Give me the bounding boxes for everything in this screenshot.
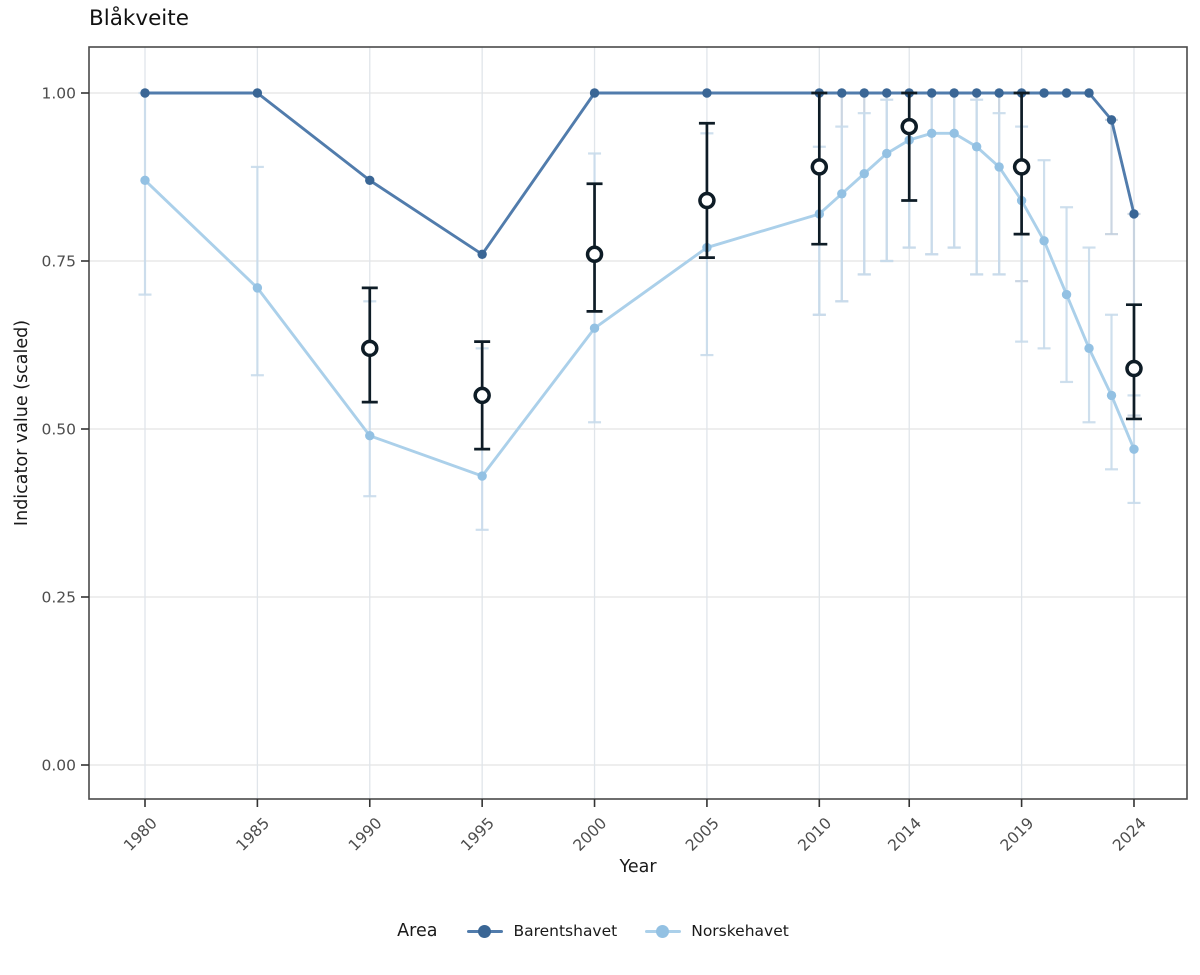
black-open-point: [810, 158, 829, 176]
x-tick-label: 2019: [997, 814, 1038, 855]
norskehavet-point: [1039, 236, 1049, 246]
norskehavet-point: [971, 142, 982, 152]
norskehavet-point: [365, 431, 375, 441]
norskehavet-point: [882, 148, 892, 159]
barentshavet-point: [994, 88, 1004, 98]
barentshavet-point: [926, 88, 937, 98]
y-tick-label: 1.00: [41, 85, 76, 103]
norskehavet-point: [589, 323, 600, 333]
norskehavet-point: [859, 168, 869, 179]
x-tick-label: 1995: [457, 814, 498, 855]
point-icon: [656, 924, 670, 938]
barentshavet-point: [1106, 115, 1117, 125]
barentshavet-point: [859, 88, 869, 98]
chart-title: Blåkveite: [89, 6, 189, 31]
y-tick-label: 0.50: [41, 421, 76, 439]
norskehavet-point: [477, 471, 487, 481]
black-open-point: [473, 386, 491, 405]
x-tick-label: 2005: [682, 814, 723, 855]
legend-key-norskehavet-icon: [645, 922, 682, 940]
barentshavet-point: [1039, 88, 1049, 98]
barentshavet-point: [140, 88, 150, 98]
legend-item-barentshavet: Barentshavet: [467, 922, 617, 940]
barentshavet-point: [589, 88, 600, 98]
norskehavet-point: [1129, 444, 1139, 454]
black-open-point: [900, 117, 918, 136]
barentshavet-point: [837, 88, 847, 98]
legend: Area Barentshavet Norskehavet: [0, 921, 1200, 941]
legend-label-norskehavet: Norskehavet: [691, 922, 789, 940]
x-tick-label: 1980: [120, 814, 161, 855]
barentshavet-point: [949, 88, 959, 98]
y-tick-label: 0.25: [41, 589, 76, 607]
barentshavet-point: [365, 175, 375, 186]
barentshavet-point: [477, 249, 487, 259]
legend-title: Area: [397, 921, 438, 941]
x-tick-label: 2000: [570, 814, 611, 855]
barentshavet-point: [971, 88, 982, 98]
panel-border: [88, 46, 1188, 800]
norskehavet-point: [1084, 343, 1094, 354]
legend-item-norskehavet: Norskehavet: [645, 922, 789, 940]
x-tick-label: 2024: [1109, 814, 1150, 855]
norskehavet-point: [949, 128, 959, 139]
norskehavet-point: [926, 128, 937, 139]
norskehavet-line: [143, 131, 1136, 478]
black-open-point: [361, 339, 379, 358]
point-icon: [478, 924, 492, 938]
barentshavet-point: [252, 88, 263, 98]
norskehavet-point: [837, 189, 847, 199]
y-axis-title: Indicator value (scaled): [12, 319, 32, 527]
norskehavet-point: [1061, 289, 1072, 300]
norskehavet-point: [140, 175, 150, 186]
norskehavet-point: [252, 283, 263, 293]
norskehavet-point: [994, 162, 1004, 172]
x-tick-label: 2010: [795, 814, 836, 855]
barentshavet-point: [882, 88, 892, 98]
black-open-point: [1125, 359, 1143, 378]
x-tick-label: 1990: [345, 814, 386, 855]
y-tick-label: 0.75: [41, 253, 76, 271]
black-open-point: [698, 191, 716, 210]
y-tick-label: 0.00: [41, 757, 76, 775]
legend-key-barentshavet-icon: [467, 922, 504, 940]
norskehavet-point: [1106, 390, 1117, 401]
black-open-point: [585, 245, 604, 264]
x-axis-title: Year: [619, 857, 657, 877]
barentshavet-point: [1084, 88, 1094, 98]
legend-label-barentshavet: Barentshavet: [513, 922, 618, 940]
x-tick-label: 1985: [233, 814, 274, 855]
barentshavet-point: [1129, 209, 1139, 219]
barentshavet-point: [1061, 88, 1072, 98]
barentshavet-point: [702, 88, 712, 98]
barentshavet-line: [143, 91, 1136, 256]
black-open-point: [1012, 158, 1031, 176]
x-tick-label: 2014: [884, 814, 925, 855]
